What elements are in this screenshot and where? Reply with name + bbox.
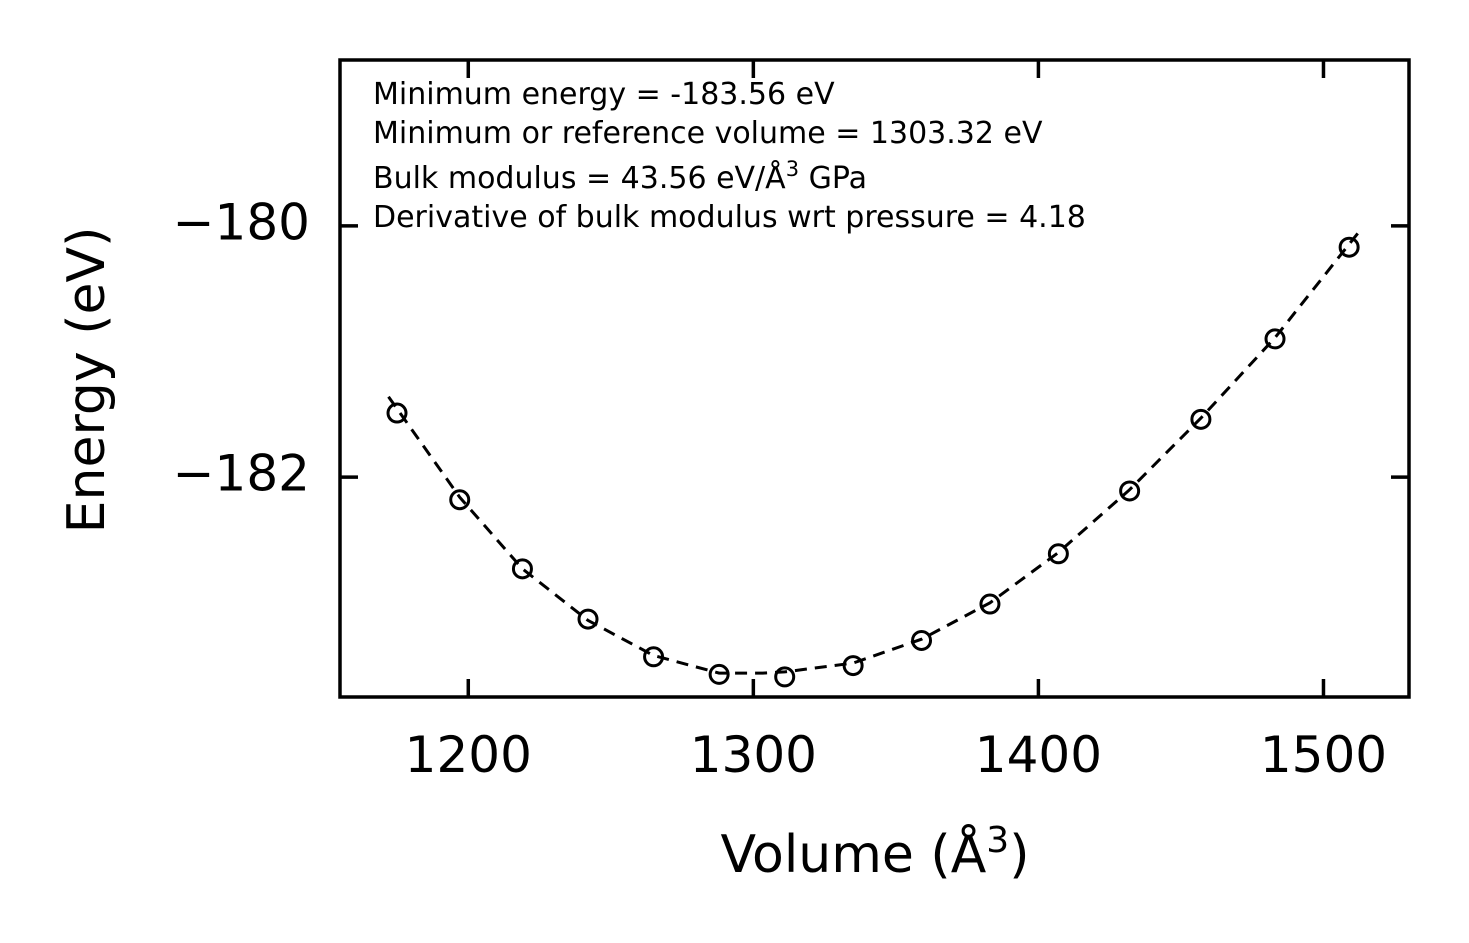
x-axis-title: Volume (Å3) — [721, 820, 1030, 885]
x-tick-label: 1200 — [405, 726, 532, 784]
data-point — [979, 593, 1001, 615]
data-point — [386, 402, 408, 424]
x-tick-label: 1400 — [975, 726, 1102, 784]
annotation-min-energy: Minimum energy = -183.56 eV — [373, 77, 835, 112]
annotation-bulk-derivative: Derivative of bulk modulus wrt pressure … — [373, 200, 1086, 235]
data-point — [911, 629, 933, 651]
annotation-bulk-modulus: Bulk modulus = 43.56 eV/Å3 GPa — [373, 157, 867, 196]
x-tick-label: 1300 — [690, 726, 817, 784]
x-tick-label: 1500 — [1260, 726, 1387, 784]
data-point — [577, 608, 599, 630]
data-point — [842, 655, 864, 677]
x-axis-title-suffix: ) — [1009, 825, 1029, 885]
x-axis-title-main: Volume (Å — [721, 823, 987, 885]
data-point — [511, 558, 533, 580]
annotation-bulk-modulus-suffix: GPa — [799, 161, 867, 196]
y-tick-label: −182 — [173, 445, 310, 503]
fit-curve — [387, 232, 1359, 675]
plot-frame — [338, 58, 1411, 699]
x-axis-title-superscript: 3 — [986, 820, 1009, 861]
axis-ticks — [340, 60, 1409, 697]
y-axis-title: Energy (eV) — [57, 227, 117, 534]
data-point — [449, 489, 471, 511]
data-point — [708, 663, 730, 685]
data-point — [643, 646, 665, 668]
annotation-bulk-modulus-main: Bulk modulus = 43.56 eV/Å — [373, 160, 786, 196]
annotation-ref-volume: Minimum or reference volume = 1303.32 eV — [373, 116, 1043, 151]
data-point — [1264, 328, 1286, 350]
data-point — [1190, 408, 1212, 430]
annotation-bulk-modulus-superscript: 3 — [786, 157, 799, 181]
y-tick-label: −180 — [173, 193, 310, 251]
data-points — [386, 236, 1360, 688]
data-point — [774, 666, 796, 688]
data-point — [1338, 236, 1360, 258]
data-point — [1119, 480, 1141, 502]
data-point — [1047, 543, 1069, 565]
